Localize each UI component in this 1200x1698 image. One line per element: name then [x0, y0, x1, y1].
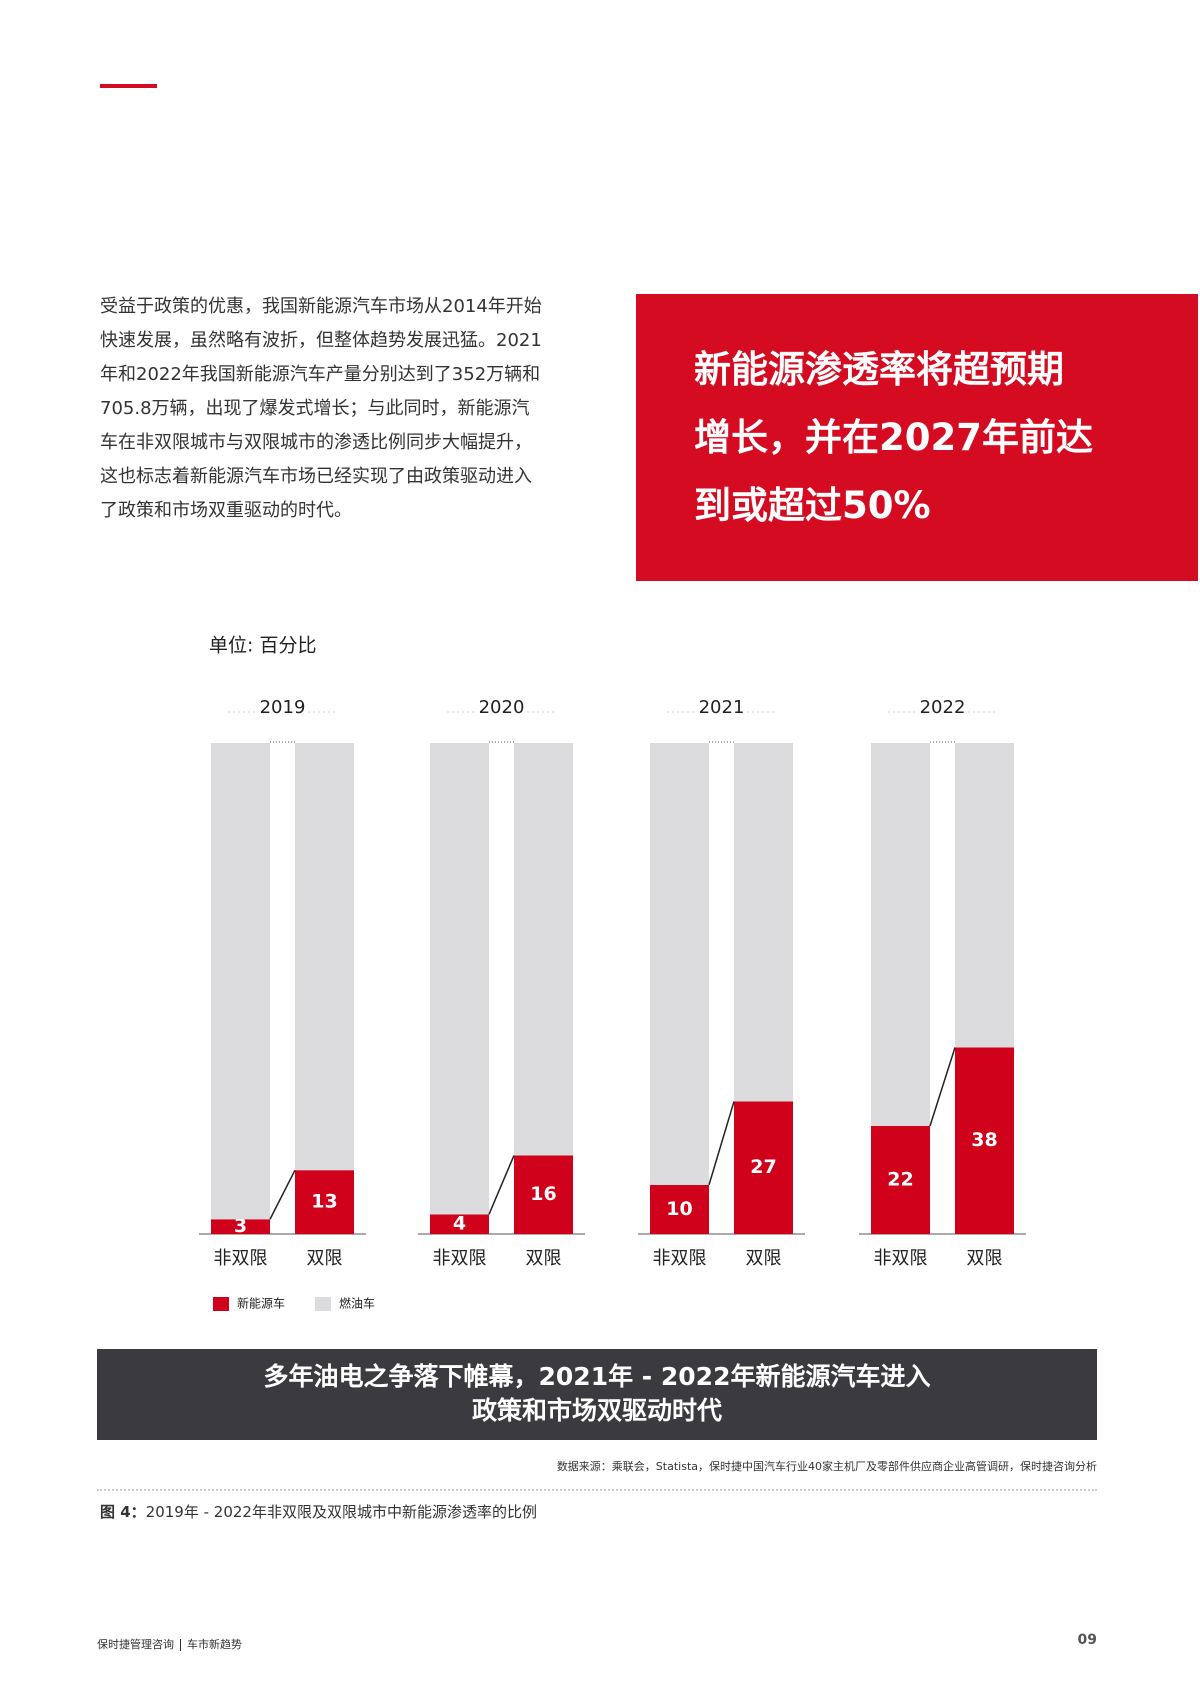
- callout-box: 新能源渗透率将超预期 增长，并在2027年前达 到或超过50%: [636, 294, 1198, 581]
- bar-segment: [650, 1184, 709, 1234]
- x-tick-label: 双限: [746, 1248, 782, 1269]
- connector: [708, 1101, 735, 1186]
- chart: 单位: 百分比 2019 2020 2021 2022 3 非双限 13 双限 4 非双限 16 双限…: [199, 635, 1026, 1311]
- bar-segment: [955, 743, 1014, 1048]
- footer: 保时捷管理咨询 车市新趋势: [97, 1636, 242, 1652]
- x-tick-label: 双限: [307, 1248, 343, 1269]
- connector: [929, 1047, 956, 1127]
- group-label: 2022: [920, 697, 966, 718]
- legend-swatch: [213, 1297, 229, 1311]
- divider: [97, 1489, 1097, 1491]
- banner-line: 多年油电之争落下帷幕，2021年 - 2022年新能源汽车进入: [263, 1362, 931, 1391]
- bar-segment: [430, 1214, 489, 1234]
- callout-line: 新能源渗透率将超预期: [694, 348, 1064, 391]
- caption-text: 2019年 - 2022年非双限及双限城市中新能源渗透率的比例: [145, 1503, 537, 1521]
- bar-segment: [211, 1219, 270, 1234]
- callout-line: 增长，并在2027年前达: [694, 416, 1093, 459]
- bar-segment: [650, 743, 709, 1185]
- x-tick-label: 非双限: [214, 1248, 268, 1269]
- separator: [180, 1639, 181, 1651]
- text-line: 705.8万辆，出现了爆发式增长；与此同时，新能源汽: [100, 398, 530, 419]
- text-line: 快速发展，虽然略有波折，但整体趋势发展迅猛。2021: [100, 330, 542, 351]
- accent-bar: [100, 84, 157, 88]
- caption-label: 图 4：: [100, 1503, 146, 1521]
- value-label: 10: [666, 1198, 692, 1220]
- bar-segment: [871, 1125, 930, 1234]
- group-label: 2020: [479, 697, 525, 718]
- bar-segment: [295, 743, 354, 1171]
- legend-swatch: [315, 1297, 332, 1311]
- text-line: 了政策和市场双重驱动的时代。: [100, 500, 352, 521]
- text-line: 年和2022年我国新能源汽车产量分别达到了352万辆和: [100, 364, 541, 385]
- group-label: 2021: [699, 697, 745, 718]
- value-label: 27: [750, 1156, 776, 1178]
- x-tick-label: 双限: [526, 1248, 562, 1269]
- value-label: 3: [234, 1215, 247, 1237]
- text-line: 受益于政策的优惠，我国新能源汽车市场从2014年开始: [100, 296, 542, 317]
- bar-segment: [430, 743, 489, 1215]
- source-note: 数据来源：乘联会，Statista，保时捷中国汽车行业40家主机厂及零部件供应商…: [556, 1460, 1097, 1473]
- legend-label: 新能源车: [237, 1296, 285, 1311]
- bar-segment: [514, 743, 573, 1156]
- value-label: 38: [971, 1129, 997, 1151]
- figure-caption: 图 4：2019年 - 2022年非双限及双限城市中新能源渗透率的比例: [100, 1501, 537, 1522]
- bar-segment: [955, 1047, 1014, 1234]
- text-line: 车在非双限城市与双限城市的渗透比例同步大幅提升，: [100, 432, 532, 453]
- page-number: 09: [1077, 1632, 1097, 1648]
- connector: [269, 1169, 296, 1220]
- bar-segment: [295, 1170, 354, 1234]
- unit-label: 单位: 百分比: [209, 635, 316, 657]
- bar-segment: [734, 1101, 793, 1234]
- banner-line: 政策和市场双驱动时代: [471, 1396, 722, 1425]
- bar-segment: [514, 1155, 573, 1234]
- value-label: 16: [530, 1183, 556, 1205]
- bar-segment: [211, 743, 270, 1220]
- intro-paragraph: 受益于政策的优惠，我国新能源汽车市场从2014年开始 快速发展，虽然略有波折，但…: [100, 290, 542, 528]
- value-label: 13: [311, 1191, 337, 1213]
- group-label: 2019: [260, 697, 306, 718]
- connector: [488, 1155, 515, 1215]
- value-label: 4: [453, 1213, 466, 1235]
- footer-brand: 保时捷管理咨询: [97, 1638, 174, 1651]
- footer-section: 车市新趋势: [187, 1638, 242, 1651]
- x-tick-label: 非双限: [433, 1248, 487, 1269]
- x-tick-label: 双限: [967, 1248, 1003, 1269]
- banner: 多年油电之争落下帷幕，2021年 - 2022年新能源汽车进入 政策和市场双驱动…: [97, 1349, 1097, 1440]
- bar-segment: [734, 743, 793, 1102]
- text-line: 这也标志着新能源汽车市场已经实现了由政策驱动进入: [100, 466, 532, 487]
- bar-segment: [871, 743, 930, 1126]
- x-tick-label: 非双限: [874, 1248, 928, 1269]
- value-label: 22: [887, 1168, 913, 1190]
- legend-label: 燃油车: [339, 1296, 375, 1311]
- callout-line: 到或超过50%: [694, 484, 931, 527]
- x-tick-label: 非双限: [653, 1248, 707, 1269]
